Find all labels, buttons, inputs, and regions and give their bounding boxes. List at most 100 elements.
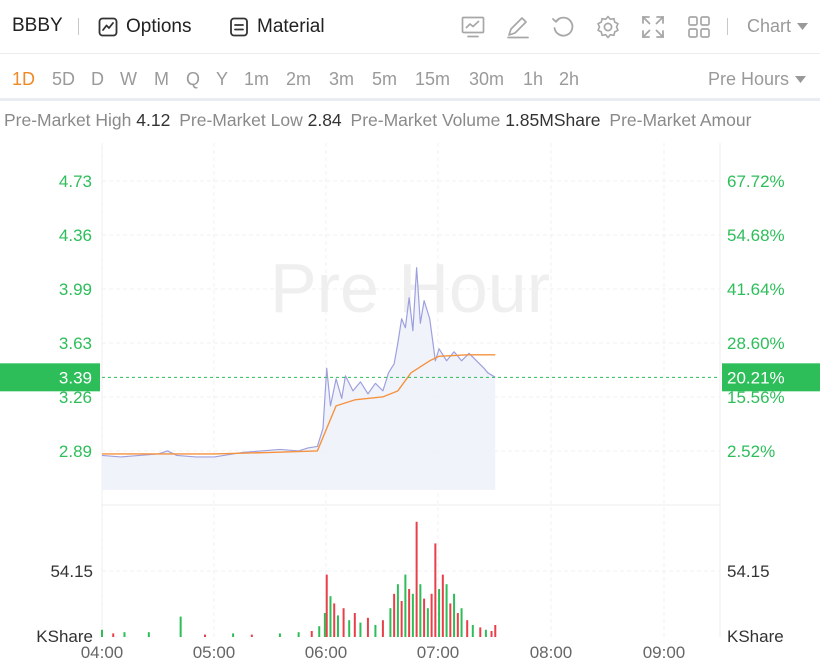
current-change-badge-right — [722, 363, 820, 392]
volume-bar — [396, 584, 399, 637]
time-tick: 06:00 — [305, 643, 348, 662]
volume-bar — [494, 625, 497, 637]
volume-bar — [419, 584, 422, 637]
time-tick: 09:00 — [643, 643, 686, 662]
volume-bar — [389, 608, 392, 637]
options-button[interactable]: Options — [98, 13, 191, 41]
volume-bar — [318, 626, 321, 637]
volume-bar — [179, 616, 182, 637]
material-button[interactable]: Material — [229, 13, 325, 41]
period-tabs: 1D 5D D W M Q Y 1m 2m 3m 5m 15m 30m 1h 2… — [0, 55, 820, 101]
period-tab-5m[interactable]: 5m — [372, 69, 398, 89]
time-tick: 07:00 — [417, 643, 460, 662]
average-series-line — [102, 354, 496, 455]
volume-bar — [250, 634, 253, 637]
volume-bar — [333, 603, 336, 637]
volume-bar — [374, 625, 377, 637]
premarket-high-label: Pre-Market High — [4, 110, 132, 130]
premarket-volume-value: 1.85MShare — [505, 110, 601, 130]
volume-bar — [456, 613, 459, 637]
options-chart-icon — [98, 17, 118, 37]
volume-unit-left: KShare — [36, 627, 93, 646]
premarket-amount-label: Pre-Market Amour — [609, 110, 752, 130]
material-label: Material — [257, 16, 325, 37]
period-tab-m[interactable]: M — [154, 69, 169, 89]
current-price-value: 3.39 — [59, 368, 92, 387]
volume-bar — [434, 543, 437, 637]
layout-grid-icon[interactable] — [686, 14, 712, 40]
volume-tick-right: 54.15 — [727, 562, 770, 581]
volume-bar — [441, 574, 444, 637]
draw-pen-icon[interactable] — [505, 14, 531, 40]
price-tick-left: 3.26 — [59, 388, 92, 407]
volume-bar — [393, 593, 396, 637]
volume-bar — [366, 617, 369, 637]
price-tick-left: 3.63 — [59, 334, 92, 353]
fullscreen-icon[interactable] — [640, 14, 666, 40]
price-tick-left: 4.73 — [59, 172, 92, 191]
price-tick-right: 15.56% — [727, 388, 785, 407]
toolbar-divider — [78, 18, 79, 35]
volume-bar — [408, 589, 411, 637]
volume-bar — [147, 632, 150, 637]
price-lines — [101, 267, 496, 458]
volume-bar — [479, 627, 482, 637]
volume-bar — [348, 620, 351, 637]
volume-bar — [112, 633, 115, 637]
time-tick: 04:00 — [81, 643, 124, 662]
volume-bar — [484, 629, 487, 637]
current-price-badge-left — [0, 363, 100, 392]
time-tick: 08:00 — [530, 643, 573, 662]
chart-type-dropdown[interactable]: Chart — [747, 16, 809, 37]
volume-bar — [490, 631, 493, 637]
volume-bar — [449, 603, 452, 637]
period-tab-q[interactable]: Q — [186, 69, 201, 89]
premarket-low-value: 2.84 — [307, 110, 342, 130]
volume-bar — [353, 613, 356, 637]
volume-bar — [278, 633, 281, 637]
chart-display-icon[interactable] — [460, 14, 486, 40]
volume-bar — [438, 589, 441, 637]
period-tab-1m[interactable]: 1m — [244, 69, 270, 89]
settings-gear-icon[interactable] — [595, 14, 621, 40]
volume-bar — [415, 521, 418, 637]
caret-down-icon — [795, 75, 807, 83]
period-tab-1d[interactable]: 1D — [12, 69, 36, 89]
volume-bar — [101, 629, 103, 637]
volume-bar — [232, 633, 235, 637]
volume-bar — [400, 601, 403, 637]
volume-bar — [471, 625, 474, 637]
volume-bar — [297, 632, 300, 637]
period-tab-1h[interactable]: 1h — [523, 69, 544, 89]
chart-axes: 4.73 4.36 3.99 3.63 3.26 2.89 67.72% 54.68% 41.6… — [36, 172, 784, 662]
period-tab-w[interactable]: W — [120, 69, 137, 89]
current-change-value: 20.21% — [727, 368, 785, 387]
session-dropdown[interactable]: Pre Hours — [708, 69, 807, 90]
volume-bars — [101, 521, 497, 637]
reset-icon[interactable] — [550, 14, 576, 40]
period-tab-2m[interactable]: 2m — [286, 69, 312, 89]
period-tab-y[interactable]: Y — [216, 69, 229, 89]
period-tab-5d[interactable]: 5D — [52, 69, 76, 89]
period-tab-3m[interactable]: 3m — [329, 69, 355, 89]
period-tab-15m[interactable]: 15m — [415, 69, 451, 89]
volume-bar — [336, 615, 339, 637]
volume-bar — [342, 608, 345, 637]
ticker-symbol: BBBY — [12, 15, 63, 36]
price-tick-right: 41.64% — [727, 280, 785, 299]
period-tab-30m[interactable]: 30m — [469, 69, 505, 89]
volume-bar — [430, 593, 433, 637]
period-tab-d[interactable]: D — [91, 69, 104, 89]
price-series-line — [101, 267, 496, 458]
price-tick-right: 28.60% — [727, 334, 785, 353]
premarket-high-value: 4.12 — [136, 110, 171, 130]
price-area — [102, 267, 496, 490]
price-tick-right: 54.68% — [727, 226, 785, 245]
toolbar-divider — [727, 18, 728, 35]
session-label: Pre Hours — [708, 69, 790, 89]
chart-type-label: Chart — [747, 16, 792, 36]
price-tick-right: 2.52% — [727, 442, 775, 461]
volume-bar — [453, 593, 456, 637]
period-tab-2h[interactable]: 2h — [559, 69, 580, 89]
